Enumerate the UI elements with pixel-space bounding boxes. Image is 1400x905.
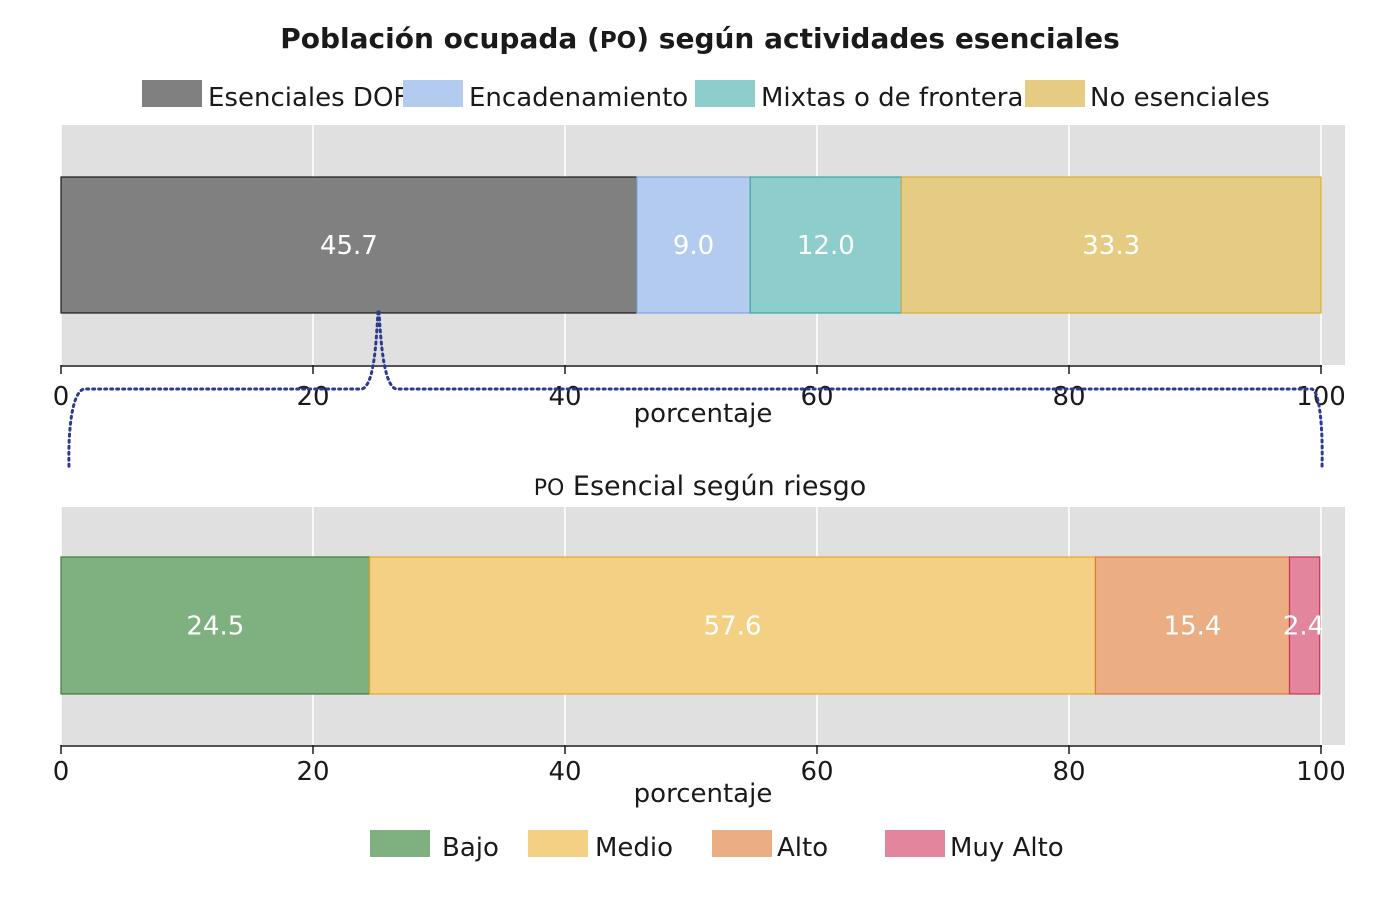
zoom-connector [67,310,1324,469]
chart-title-part: Población ocupada ( [280,22,600,55]
legend-label: No esenciales [1090,83,1270,113]
chart-2: PO Esencial según riesgo 24.5 57.6 15.4 2.4 0… [53,471,1346,863]
x-tick-label: 60 [800,757,833,787]
x-tick-label: 80 [1052,382,1085,412]
bar-value-label: 33.3 [1082,231,1140,261]
chart-title-part: PO [534,476,565,501]
bar-segment-3 [1094,556,1291,695]
x-tick-label: 100 [1296,757,1346,787]
x-tick-label: 40 [548,757,581,787]
bar-value-label: 57.6 [704,612,762,642]
x-tick-label: 100 [1296,382,1346,412]
legend-swatch [528,830,588,857]
legend-label: Alto [777,833,828,863]
x-tick-label: 80 [1052,757,1085,787]
legend-swatch [403,80,463,107]
bar-value-label: 2.4 [1283,612,1324,642]
legend: Esenciales DOF Encadenamiento Mixtas o de … [142,80,1270,113]
bar-value-label: 12.0 [797,231,855,261]
bar-segment-2 [636,176,751,314]
legend: Bajo Medio Alto Muy Alto [370,830,1064,863]
legend-label: Encadenamiento [469,83,688,113]
bar-segment-3 [749,176,903,314]
bar-segment-4 [900,176,1322,314]
legend-label: Medio [595,833,673,863]
bar-value-label: 45.7 [320,231,378,261]
bar-segment-2 [369,556,1097,695]
x-tick-label: 20 [296,757,329,787]
x-tick-label: 0 [53,757,70,787]
chart-title: PO Esencial según riesgo [534,471,867,502]
chart-title-part: PO [600,28,636,54]
bar-value-label: 24.5 [186,612,244,642]
chart-1: Población ocupada (PO) según actividades… [53,22,1346,429]
x-tick-label: 20 [296,382,329,412]
legend-swatch [370,830,430,857]
x-tick-label: 0 [53,382,70,412]
bar-value-label: 9.0 [673,231,714,261]
x-tick-label: 60 [800,382,833,412]
bar-value-label: 15.4 [1164,612,1222,642]
legend-swatch [712,830,772,857]
legend-label: Esenciales DOF [208,83,408,113]
legend-swatch [142,80,202,107]
bar-segment-4 [1288,556,1321,695]
connector-left [67,310,380,469]
connector-right [377,310,1324,469]
x-axis-label: porcentaje [634,399,773,429]
legend-swatch [1025,80,1085,107]
legend-label: Mixtas o de frontera [761,83,1023,113]
legend-swatch [695,80,755,107]
chart-title: Población ocupada (PO) según actividades… [280,22,1120,55]
legend-swatch [885,830,945,857]
legend-label: Muy Alto [950,833,1064,863]
x-axis-label: porcentaje [634,779,773,809]
bar-segment-1 [60,556,371,695]
legend-label: Bajo [442,833,499,863]
chart-title-part: ) según actividades esenciales [636,22,1120,55]
chart-title-part: Esencial según riesgo [564,471,866,502]
x-tick-label: 40 [548,382,581,412]
